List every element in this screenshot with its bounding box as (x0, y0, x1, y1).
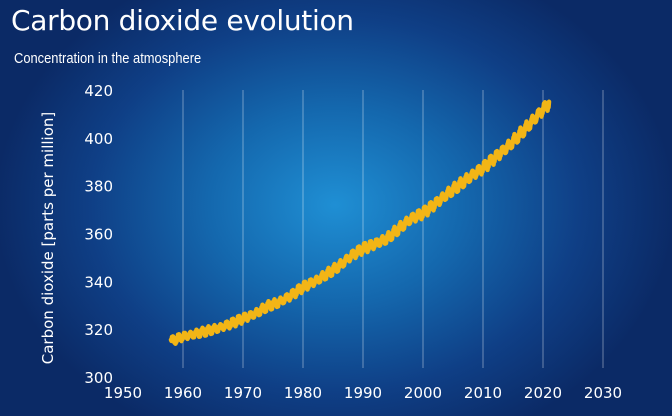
y-tick-label: 360 (84, 226, 113, 244)
y-tick-label: 320 (84, 321, 113, 339)
x-tick-label: 1990 (344, 384, 382, 402)
grid-lines (182, 90, 604, 368)
x-tick-label: 1980 (284, 384, 322, 402)
y-tick-label: 400 (84, 130, 113, 148)
x-tick-label: 2030 (584, 384, 622, 402)
y-axis-label: Carbon dioxide [parts per million] (39, 112, 57, 364)
y-tick-label: 420 (84, 82, 113, 100)
x-tick-label: 1970 (224, 384, 262, 402)
y-tick-label: 300 (84, 369, 113, 387)
x-tick-label: 1950 (104, 384, 142, 402)
co2-series-line (168, 99, 552, 346)
x-tick-label: 2020 (524, 384, 562, 402)
x-tick-label: 2010 (464, 384, 502, 402)
y-tick-label: 380 (84, 178, 113, 196)
series-group (168, 99, 552, 346)
x-tick-label: 1960 (164, 384, 202, 402)
y-tick-label: 340 (84, 273, 113, 291)
x-tick-label: 2000 (404, 384, 442, 402)
x-axis-ticks: 1950 1960 1970 1980 1990 2000 2010 2020 2030 (104, 384, 622, 402)
chart-subtitle: Concentration in the atmosphere (14, 50, 202, 67)
chart-title: Carbon dioxide evolution (11, 4, 354, 37)
y-axis-ticks: 300 320 340 360 380 400 420 (84, 82, 113, 387)
